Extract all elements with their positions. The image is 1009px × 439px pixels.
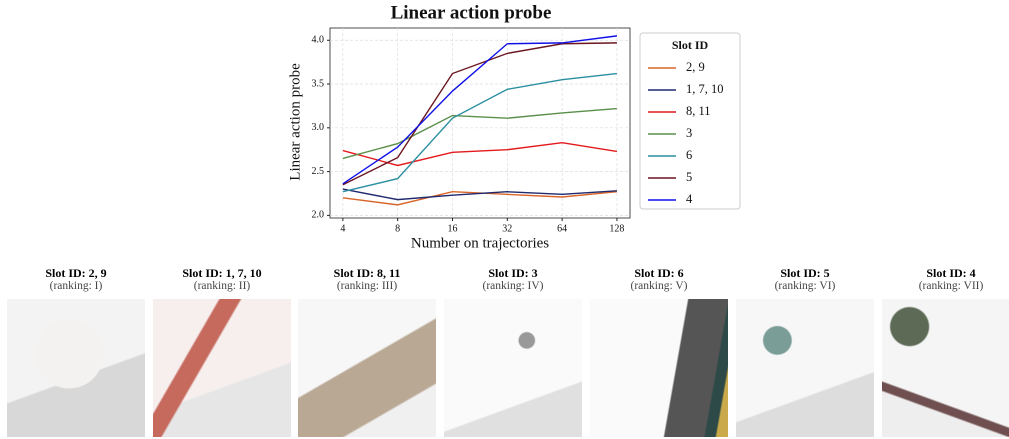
slot-panel: Slot ID: 2, 9 (ranking: I) <box>7 266 145 437</box>
panel-subtitle: (ranking: I) <box>49 280 103 292</box>
slot-image <box>153 299 291 437</box>
panel-subtitle: (ranking: II) <box>193 280 251 292</box>
legend-title: Slot ID <box>672 38 709 52</box>
slot-panel: Slot ID: 3 (ranking: IV) <box>444 266 582 437</box>
slot-panel: Slot ID: 6 (ranking: V) <box>590 266 728 437</box>
x-tick-label: 32 <box>502 223 512 234</box>
series-line <box>342 188 617 201</box>
y-axis-label: Linear action probe <box>287 63 303 181</box>
slot-image <box>444 299 582 437</box>
panel-title: Slot ID: 5 <box>780 266 830 280</box>
y-tick-label: 2.5 <box>312 166 325 177</box>
panel-subtitle: (ranking: VI) <box>774 280 836 292</box>
legend-label: 2, 9 <box>686 60 705 74</box>
plot-area <box>329 27 631 219</box>
panel-title: Slot ID: 1, 7, 10 <box>182 266 262 280</box>
chart-title: Linear action probe <box>391 2 552 23</box>
legend-label: 4 <box>686 192 693 206</box>
series-line <box>342 42 617 186</box>
panel-title: Slot ID: 4 <box>926 266 976 280</box>
panel-title: Slot ID: 3 <box>488 266 538 280</box>
x-axis-label: Number on trajectories <box>411 235 549 251</box>
chart: Linear action probe Linear action probe … <box>287 2 741 251</box>
slot-image <box>882 299 1009 437</box>
panel-title: Slot ID: 8, 11 <box>333 266 401 280</box>
series-line <box>342 72 618 193</box>
series-line <box>342 35 618 185</box>
y-tick-label: 2.0 <box>312 210 325 221</box>
panel-subtitle: (ranking: VII) <box>918 280 984 292</box>
legend-label: 8, 11 <box>686 104 711 118</box>
slot-image <box>298 299 436 437</box>
panel-subtitle: (ranking: III) <box>336 280 398 292</box>
x-tick-label: 128 <box>609 223 624 234</box>
slot-image <box>736 299 874 437</box>
legend-label: 6 <box>686 148 692 162</box>
panel-title: Slot ID: 6 <box>634 266 684 280</box>
x-tick-label: 8 <box>395 223 400 234</box>
slot-image <box>7 299 145 437</box>
x-tick-label: 4 <box>340 223 345 234</box>
x-tick-label: 64 <box>557 223 567 234</box>
legend-label: 5 <box>686 170 692 184</box>
y-tick-label: 3.5 <box>312 78 325 89</box>
legend-label: 3 <box>686 126 692 140</box>
slot-panel: Slot ID: 4 (ranking: VII) <box>882 266 1009 437</box>
panel-subtitle: (ranking: V) <box>630 280 688 292</box>
legend-box <box>639 32 741 210</box>
slot-panel: Slot ID: 5 (ranking: VI) <box>736 266 874 437</box>
panel-title: Slot ID: 2, 9 <box>45 266 107 280</box>
slot-panel: Slot ID: 8, 11 (ranking: III) <box>298 266 436 437</box>
legend-label: 1, 7, 10 <box>686 82 724 96</box>
panel-subtitle: (ranking: IV) <box>482 280 544 292</box>
slot-image <box>590 299 728 437</box>
y-tick-label: 3.0 <box>312 122 325 133</box>
series-line <box>342 141 618 167</box>
y-tick-label: 4.0 <box>312 35 325 46</box>
series-line <box>342 107 617 160</box>
slot-panel: Slot ID: 1, 7, 10 (ranking: II) <box>153 266 291 437</box>
x-tick-label: 16 <box>447 223 457 234</box>
